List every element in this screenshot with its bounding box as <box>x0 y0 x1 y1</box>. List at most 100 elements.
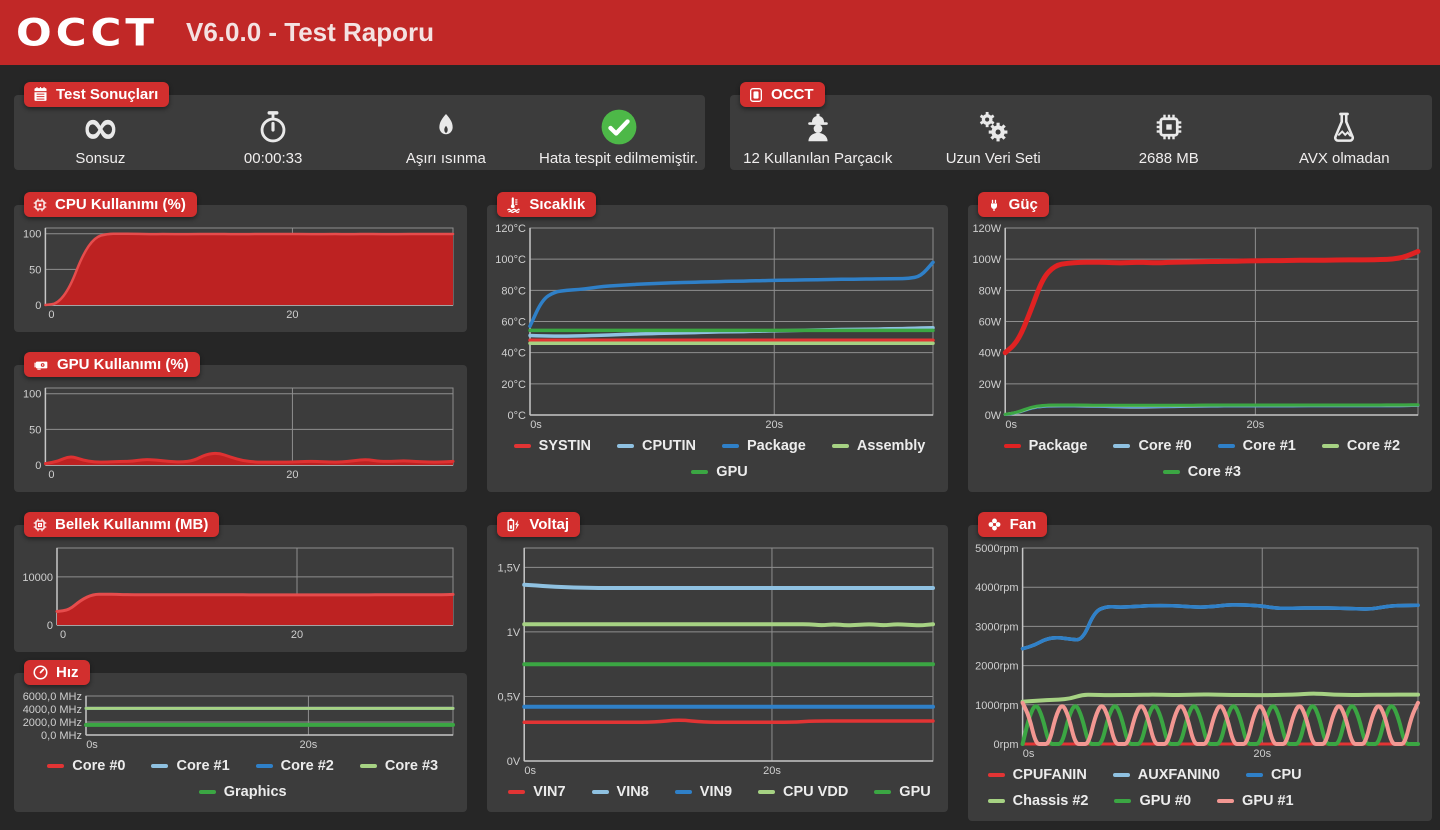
svg-text:5000rpm: 5000rpm <box>975 544 1018 555</box>
legend-item[interactable]: VIN9 <box>674 780 732 804</box>
svg-text:10000: 10000 <box>22 572 53 584</box>
fan-plot[interactable]: 0rpm 1000rpm 2000rpm 3000rpm 4000rpm 5000rpm 0… <box>972 544 1426 761</box>
svg-text:20W: 20W <box>978 379 1001 391</box>
gpu-usage-legend <box>18 482 461 488</box>
svg-text:20s: 20s <box>300 739 318 751</box>
summary-item-elapsed: 00:00:33 <box>187 99 360 167</box>
svg-text:100: 100 <box>23 229 41 241</box>
speed-plot[interactable]: 0,0 MHz 2000,0 MHz 4000,0 MHz 6000,0 MHz 0s 2… <box>18 692 461 752</box>
legend-item[interactable]: SYSTIN <box>513 434 592 458</box>
legend-item[interactable]: CPU VDD <box>758 780 848 804</box>
fan-badge: Fan <box>977 512 1048 537</box>
temperature-legend: SYSTIN CPUTIN Package Assembly GPU <box>491 432 941 488</box>
occt-app-icon <box>748 87 764 103</box>
legend-item[interactable]: Package <box>722 434 806 458</box>
legend-item[interactable]: Assembly <box>831 434 925 458</box>
svg-text:20: 20 <box>286 469 298 481</box>
legend-item[interactable]: Core #2 <box>255 754 334 778</box>
cpu-usage-plot[interactable]: 0 50 100 0 20 <box>18 224 461 322</box>
svg-text:1V: 1V <box>507 627 521 639</box>
svg-text:1,5V: 1,5V <box>498 562 521 574</box>
svg-text:0rpm: 0rpm <box>993 739 1018 751</box>
test-results-badge: Test Sonuçları <box>24 82 170 107</box>
svg-text:100W: 100W <box>972 254 1001 266</box>
legend-swatch <box>47 764 65 768</box>
report-icon <box>32 86 49 103</box>
occt-badge-label: OCCT <box>771 86 814 103</box>
legend-swatch <box>1321 444 1339 448</box>
gpu-usage-plot[interactable]: 0 50 100 0 20 <box>18 384 461 482</box>
svg-text:40W: 40W <box>978 348 1001 360</box>
summary-item-duration-type: ∞ Sonsuz <box>75 99 126 167</box>
legend-item[interactable]: Core #3 <box>1162 460 1241 484</box>
svg-text:0s: 0s <box>1005 419 1017 431</box>
legend-swatch <box>987 799 1005 803</box>
legend-item[interactable]: Core #0 <box>1113 434 1192 458</box>
svg-text:3000rpm: 3000rpm <box>975 621 1018 633</box>
power-badge-label: Güç <box>1008 196 1038 213</box>
summary-item-dataset: Uzun Veri Seti <box>906 99 1082 167</box>
legend-swatch <box>1113 444 1131 448</box>
svg-text:20: 20 <box>286 309 298 321</box>
legend-item[interactable]: GPU <box>874 780 931 804</box>
legend-item[interactable]: AUXFANIN0 <box>1112 763 1220 787</box>
legend-label: GPU <box>716 464 748 480</box>
legend-item[interactable]: Package <box>1003 434 1088 458</box>
memory-usage-plot[interactable]: 0 10000 0 20 <box>18 544 461 642</box>
svg-text:0: 0 <box>35 460 41 472</box>
svg-text:0W: 0W <box>984 410 1001 422</box>
occt-config-panel: OCCT 12 Kullanılan Parçacık Uzun Veri Se… <box>730 82 1432 170</box>
legend-item[interactable]: Core #3 <box>359 754 438 778</box>
legend-item[interactable]: Graphics <box>198 780 287 804</box>
svg-text:20s: 20s <box>763 765 781 777</box>
legend-item[interactable]: Core #2 <box>1321 434 1400 458</box>
temperature-badge: Sıcaklık <box>497 192 597 217</box>
legend-item[interactable]: Chassis #2 <box>987 789 1088 813</box>
memory-icon <box>32 517 48 533</box>
cpu-usage-badge-label: CPU Kullanımı (%) <box>55 196 186 213</box>
legend-item[interactable]: VIN7 <box>508 780 566 804</box>
test-results-panel: Test Sonuçları ∞ Sonsuz 00:00:33 Aşırı ı… <box>14 82 705 170</box>
legend-item[interactable]: GPU <box>691 460 748 484</box>
svg-text:50: 50 <box>29 424 41 436</box>
svg-text:80°C: 80°C <box>502 285 527 297</box>
svg-text:6000,0 MHz: 6000,0 MHz <box>23 692 82 703</box>
cpu-icon <box>32 197 48 213</box>
power-plot[interactable]: 0W 20W 40W 60W 80W 100W 120W 0s 20s <box>972 224 1426 432</box>
summary-item-memory: 2688 MB <box>1081 99 1257 167</box>
legend-item[interactable]: Core #1 <box>1217 434 1296 458</box>
svg-text:0: 0 <box>48 469 54 481</box>
legend-swatch <box>1114 799 1132 803</box>
legend-item[interactable]: VIN8 <box>591 780 649 804</box>
legend-item[interactable]: CPUFANIN <box>987 763 1087 787</box>
legend-item[interactable]: CPU <box>1245 763 1302 787</box>
svg-text:60°C: 60°C <box>502 317 527 329</box>
legend-swatch <box>691 470 709 474</box>
legend-item[interactable]: GPU #0 <box>1114 789 1191 813</box>
legend-label: Core #0 <box>1138 438 1192 454</box>
svg-text:50: 50 <box>29 264 41 276</box>
legend-swatch <box>591 790 609 794</box>
legend-label: Package <box>1028 438 1088 454</box>
voltage-chart: Voltaj 0V 0,5V 1V 1,5V 0s 20s VIN7 VIN8 VIN9 CPU… <box>487 512 948 812</box>
legend-item[interactable]: GPU #1 <box>1217 789 1294 813</box>
svg-text:0s: 0s <box>525 765 537 777</box>
svg-text:4000rpm: 4000rpm <box>975 582 1018 594</box>
temperature-plot[interactable]: 0°C 20°C 40°C 60°C 80°C 100°C 120°C 0s 20s <box>491 224 941 432</box>
legend-swatch <box>1217 799 1235 803</box>
legend-label: Core #0 <box>72 758 126 774</box>
legend-label: SYSTIN <box>538 438 592 454</box>
legend-swatch <box>359 764 377 768</box>
speed-chart: Hız 0,0 MHz 2000,0 MHz 4000,0 MHz 6000,0 MH… <box>14 660 468 812</box>
legend-item[interactable]: CPUTIN <box>617 434 696 458</box>
legend-label: Core #3 <box>1187 464 1241 480</box>
page-title: V6.0.0 - Test Raporu <box>186 17 435 47</box>
legend-item[interactable]: Core #0 <box>47 754 125 778</box>
svg-text:0,0 MHz: 0,0 MHz <box>41 730 82 742</box>
voltage-plot[interactable]: 0V 0,5V 1V 1,5V 0s 20s <box>491 544 941 778</box>
legend-swatch <box>758 790 776 794</box>
legend-item[interactable]: Core #1 <box>151 754 230 778</box>
svg-text:20s: 20s <box>1246 419 1264 431</box>
legend-label: GPU #1 <box>1242 793 1294 809</box>
legend-label: Graphics <box>223 784 287 800</box>
